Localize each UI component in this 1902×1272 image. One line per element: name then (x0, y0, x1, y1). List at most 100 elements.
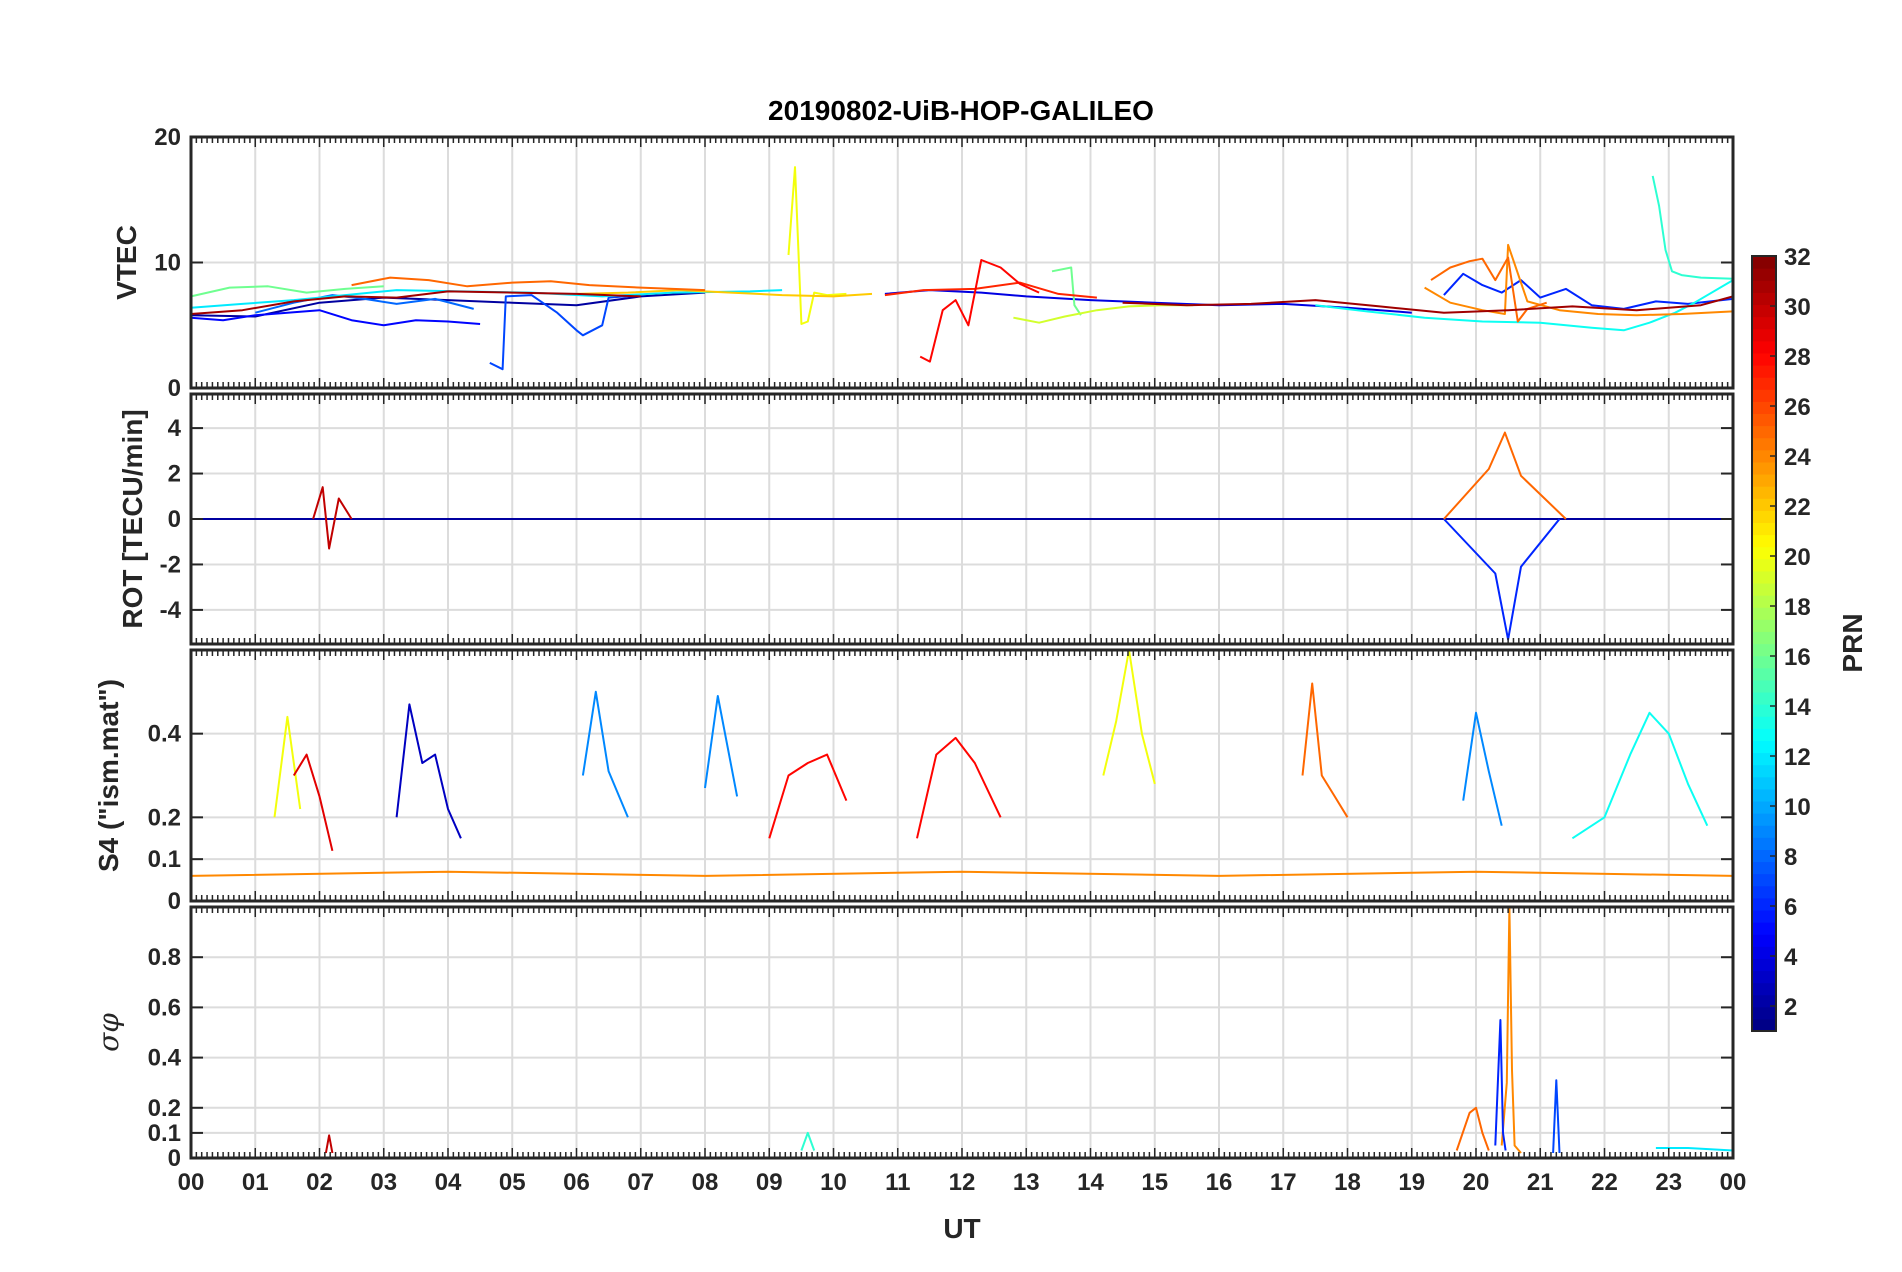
panel-rot-tick-labels: -4 -2 0 2 4 (160, 415, 182, 624)
colorbar-tick-label: 22 (1784, 494, 1811, 521)
panel-s4-y-tick-label: 0.2 (148, 804, 181, 831)
x-tick-label: 12 (949, 1169, 976, 1196)
colorbar-segment (1752, 861, 1776, 875)
colorbar-tick-label: 16 (1784, 644, 1811, 671)
panel-rot-y-tick-label: 0 (168, 506, 181, 533)
x-tick-label: 11 (885, 1169, 910, 1196)
panel-rot: -4 -2 0 2 4 ROT [TECU/min] (117, 392, 1735, 646)
colorbar-tick-label: 12 (1784, 744, 1811, 771)
colorbar-tick-label: 30 (1784, 294, 1811, 321)
panel-rot-series-prn-30 (312, 486, 353, 550)
colorbar-tick-label: 24 (1784, 444, 1811, 471)
colorbar-segment (1752, 558, 1776, 572)
x-tick-label: 09 (756, 1169, 783, 1196)
panel-vtec-series-prn-16 (190, 285, 384, 298)
x-tick-label: 22 (1591, 1169, 1618, 1196)
colorbar-tick-label: 14 (1784, 694, 1811, 721)
panel-rot-ticks (191, 394, 1733, 644)
panel-s4-series-prn-25 (1301, 682, 1349, 818)
x-tick-labels: 00 01 02 03 04 05 06 07 08 09 10 11 12 13 14 15 16 17 18 19… (178, 1169, 1747, 1196)
x-tick-label: 19 (1398, 1169, 1425, 1196)
panel-vtec-series-prn-25 (351, 276, 706, 292)
panel-sigma-phi-y-tick-label: 0.4 (148, 1045, 182, 1072)
colorbar-segment (1752, 280, 1776, 293)
colorbar-segment (1752, 437, 1776, 451)
panel-rot-y-tick-label: 4 (168, 415, 182, 442)
panel-vtec-y-tick-label: 10 (154, 250, 181, 277)
colorbar-segment (1752, 401, 1776, 415)
colorbar-segment (1752, 982, 1776, 996)
colorbar-segment (1752, 425, 1776, 439)
panel-sigma-phi-ylabel: σφ (92, 1013, 125, 1052)
colorbar-segment (1752, 946, 1776, 959)
colorbar-segment (1752, 595, 1776, 608)
panel-vtec-y-tick-label: 0 (168, 375, 181, 402)
colorbar-segment (1752, 752, 1776, 766)
colorbar-segment (1752, 704, 1776, 717)
colorbar-segment (1752, 304, 1776, 318)
panel-sigma-phi-series-prn-12 (1655, 1147, 1734, 1152)
colorbar-segment (1752, 825, 1776, 838)
x-tick-label: 18 (1334, 1169, 1361, 1196)
colorbar-segment (1752, 837, 1776, 850)
colorbar-segment (1752, 958, 1776, 972)
colorbar-segment (1752, 389, 1776, 402)
colorbar-segment (1752, 1018, 1776, 1032)
colorbar-segment (1752, 619, 1776, 632)
panel-vtec-ylabel: VTEC (111, 225, 142, 300)
x-tick-label: 00 (178, 1169, 205, 1196)
panel-vtec-series-prn-5 (190, 309, 481, 327)
panel-rot-ylabel: ROT [TECU/min] (117, 409, 148, 628)
x-tick-label: 10 (820, 1169, 847, 1196)
colorbar-segment (1752, 788, 1776, 802)
panel-vtec-series-prn-2 (190, 291, 706, 318)
colorbar-segment (1752, 631, 1776, 645)
colorbar-segment (1752, 449, 1776, 463)
x-tick-label: 21 (1527, 1169, 1554, 1196)
colorbar-segment (1752, 667, 1776, 681)
panel-sigma-phi-ticks (191, 907, 1733, 1159)
panel-sigma-phi-y-tick-label: 0.8 (148, 944, 181, 971)
colorbar-segment (1752, 643, 1776, 657)
x-tick-label: 20 (1463, 1169, 1490, 1196)
colorbar-segment (1752, 377, 1776, 390)
colorbar-segment (1752, 256, 1776, 269)
colorbar-tick-label: 4 (1784, 944, 1798, 971)
colorbar-segment (1752, 885, 1776, 899)
panel-vtec-tick-labels: 0 10 20 (154, 124, 181, 402)
panel-sigma-phi-series-prn-7 (1552, 1079, 1561, 1154)
colorbar-segment (1752, 510, 1776, 524)
colorbar-segment (1752, 679, 1776, 693)
x-tick-label: 13 (1013, 1169, 1040, 1196)
panel-s4-ylabel: S4 ("ism.mat") (93, 679, 124, 872)
x-tick-label: 15 (1141, 1169, 1168, 1196)
colorbar-segment (1752, 352, 1776, 366)
panel-s4: 0 0.1 0.2 0.4 S4 ("ism.mat") (93, 648, 1735, 915)
panel-sigma-phi-y-tick-label: 0.6 (148, 994, 181, 1021)
colorbar-segment (1752, 716, 1776, 729)
panel-vtec-series-prn-22 (576, 289, 873, 298)
colorbar-segment (1752, 800, 1776, 814)
colorbar-segment (1752, 994, 1776, 1008)
panel-rot-series-prn-25 (1443, 431, 1567, 520)
panel-s4-series-prn-9 (1462, 711, 1503, 826)
panel-s4-series (190, 649, 1734, 877)
colorbar-segment (1752, 764, 1776, 778)
panel-s4-series-prn-9 (704, 695, 739, 797)
panel-vtec-series-prn-27 (884, 281, 1097, 299)
panel-vtec-series-prn-14 (1651, 175, 1734, 280)
colorbar-segment (1752, 340, 1776, 354)
x-tick-label: 14 (1077, 1169, 1104, 1196)
panel-sigma-phi-series-prn-24 (1500, 906, 1522, 1154)
panel-s4-series-prn-3 (395, 703, 462, 839)
colorbar-tick-label: 2 (1784, 994, 1797, 1021)
colorbar-gradient (1752, 256, 1776, 1032)
colorbar-segment (1752, 934, 1776, 947)
x-tick-label: 08 (692, 1169, 719, 1196)
panel-s4-grid (191, 650, 1733, 902)
panel-sigma-phi-series (324, 906, 1734, 1154)
panel-vtec-series-prn-25 (1430, 256, 1548, 323)
panel-vtec-series-prn-28 (919, 259, 1040, 363)
